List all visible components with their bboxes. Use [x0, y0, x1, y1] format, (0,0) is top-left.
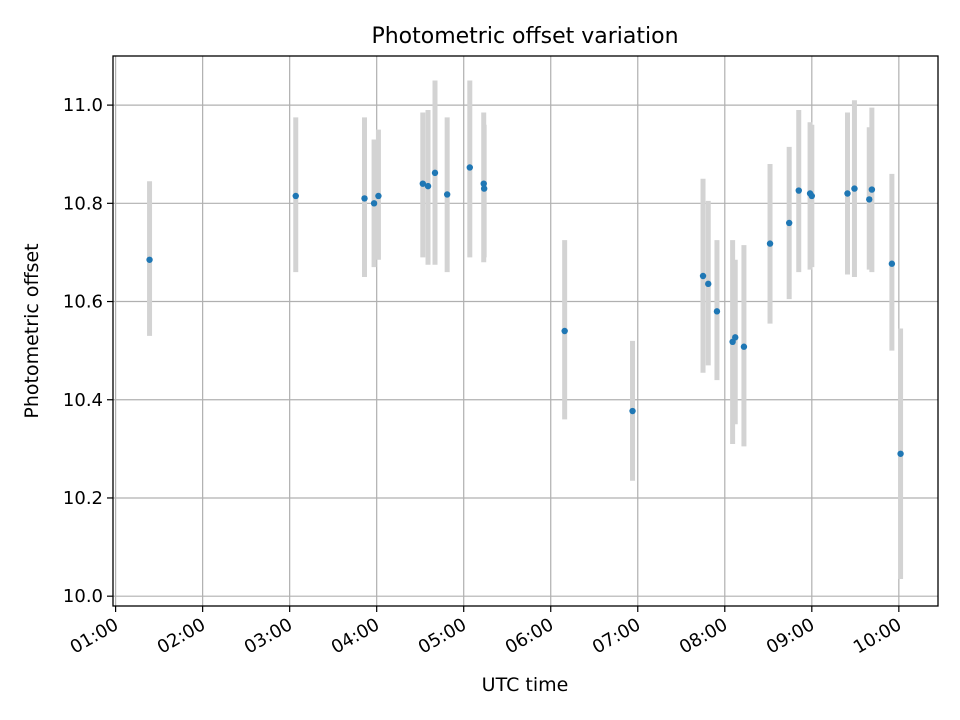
y-tick-label: 10.0 [63, 586, 103, 607]
data-point [766, 240, 774, 247]
data-point [361, 195, 368, 202]
x-tick-label: 08:00 [676, 614, 731, 658]
data-point [629, 407, 636, 415]
x-axis-ticks: 01:00 02:00 03:00 04:00 05:00 06:00 07:00 08:00… [67, 606, 905, 658]
data-point [740, 343, 748, 350]
data-point [795, 187, 802, 194]
data-point [844, 190, 851, 197]
data-point [443, 191, 451, 198]
y-tick-label: 10.6 [63, 292, 103, 313]
x-tick-label: 05:00 [415, 614, 470, 658]
data-point [785, 219, 793, 227]
data-point [370, 200, 378, 207]
data-point [375, 192, 382, 200]
data-point [713, 308, 721, 315]
data-point [732, 334, 739, 341]
y-tick-label: 10.2 [63, 488, 103, 509]
data-point [897, 450, 904, 457]
y-tick-label: 10.8 [63, 193, 103, 214]
x-tick-label: 04:00 [328, 614, 383, 658]
data-points [146, 164, 904, 457]
data-point [561, 327, 568, 335]
error-bars [147, 80, 904, 579]
data-point [466, 164, 474, 171]
y-axis-ticks: 10.0 10.2 10.4 10.6 10.8 11.0 [63, 95, 113, 607]
data-point [292, 192, 299, 200]
y-axis-label: Photometric offset [21, 243, 43, 418]
data-point [699, 272, 707, 280]
data-point [431, 169, 439, 177]
data-point [851, 185, 858, 192]
grid [113, 56, 938, 606]
x-tick-label: 10:00 [850, 614, 905, 658]
data-point [419, 180, 427, 187]
data-point [868, 186, 876, 193]
data-point [146, 256, 153, 263]
x-tick-label: 01:00 [67, 614, 122, 658]
data-point [705, 280, 712, 288]
y-tick-label: 10.4 [63, 390, 103, 411]
chart-title: Photometric offset variation [371, 24, 678, 49]
x-tick-label: 06:00 [502, 614, 557, 658]
x-tick-label: 07:00 [589, 614, 644, 658]
x-axis-label: UTC time [482, 674, 569, 696]
plot-frame [112, 55, 939, 607]
data-point [480, 180, 487, 187]
data-point [480, 185, 488, 192]
data-point [808, 192, 816, 200]
data-point [866, 196, 873, 203]
data-point [424, 182, 432, 190]
y-tick-label: 11.0 [63, 95, 103, 116]
x-tick-label: 02:00 [154, 614, 209, 658]
x-tick-label: 09:00 [763, 614, 818, 658]
data-point [888, 260, 896, 267]
x-tick-label: 03:00 [241, 614, 296, 658]
